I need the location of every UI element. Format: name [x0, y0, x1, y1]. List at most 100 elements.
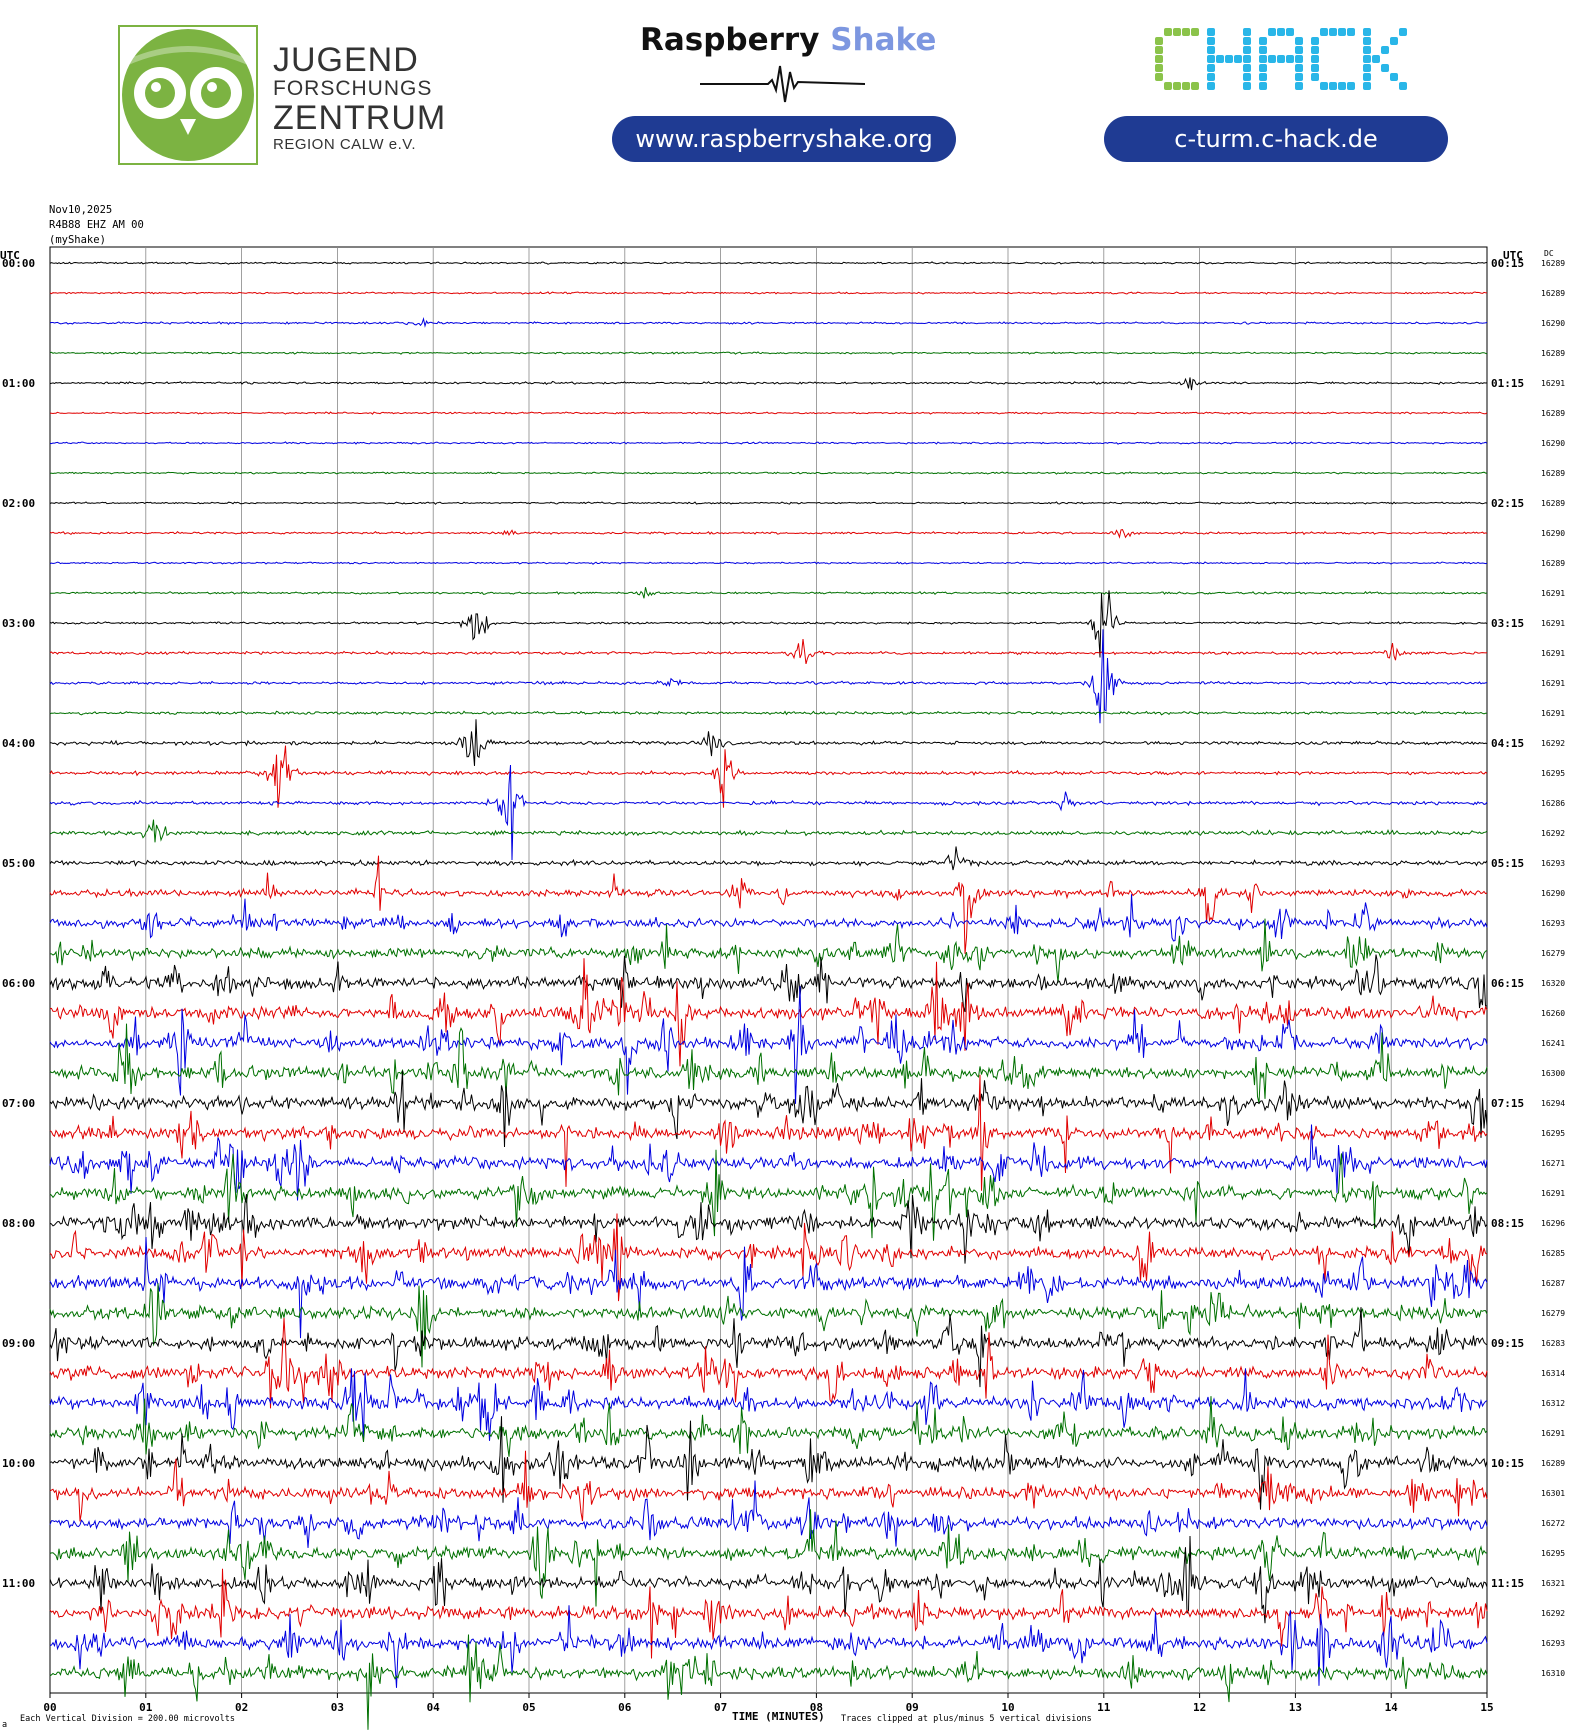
seismic-trace — [49, 710, 1488, 716]
seismic-trace — [49, 1416, 1488, 1510]
scale-note: Each Vertical Division = 200.00 microvol… — [20, 1714, 235, 1724]
hour-label-left: 08:00 — [2, 1217, 35, 1230]
chack-dot — [1329, 28, 1337, 36]
chack-dot — [1295, 46, 1303, 54]
seismic-trace — [49, 985, 1488, 1104]
chack-dot — [1243, 55, 1251, 63]
hour-label-left: 02:00 — [2, 497, 35, 510]
chack-dot — [1207, 46, 1215, 54]
chack-dot — [1164, 28, 1172, 36]
x-tick-label: 02 — [235, 1701, 248, 1714]
dc-offset-value: 16285 — [1541, 1249, 1565, 1258]
hour-labels-right: 00:15 01:15 02:15 03:15 04:15 05:15 06:15 07:15… — [1491, 257, 1524, 1590]
chack-dot — [1363, 73, 1371, 81]
hour-label-right: 08:15 — [1491, 1217, 1524, 1230]
chack-dot — [1259, 82, 1267, 90]
dc-offset-value: 16291 — [1541, 1189, 1565, 1198]
chack-dot — [1390, 37, 1398, 45]
seismic-trace — [49, 411, 1488, 415]
jfz-line-1: JUGEND — [273, 41, 419, 79]
seismic-trace — [49, 261, 1488, 265]
dc-offset-value: 16290 — [1541, 319, 1565, 328]
seismic-trace — [49, 1194, 1488, 1264]
chack-dot — [1338, 28, 1346, 36]
dc-offset-value: 16271 — [1541, 1159, 1565, 1168]
chack-dot — [1207, 37, 1215, 45]
dc-offset-value: 16290 — [1541, 889, 1565, 898]
dc-offset-value: 16260 — [1541, 1009, 1565, 1018]
seismic-trace — [49, 1236, 1488, 1339]
x-tick-label: 03 — [331, 1701, 344, 1714]
chack-dot — [1243, 37, 1251, 45]
seismic-trace — [49, 377, 1488, 391]
x-tick-label: 12 — [1193, 1701, 1206, 1714]
seismic-trace — [49, 1023, 1488, 1104]
hour-label-right: 06:15 — [1491, 977, 1524, 990]
seismic-trace — [49, 1480, 1488, 1548]
raspberryshake-url-link[interactable]: www.raspberryshake.org — [612, 116, 956, 162]
x-tick-label: 14 — [1385, 1701, 1399, 1714]
seismic-trace — [49, 764, 1488, 861]
chack-dot — [1216, 55, 1224, 63]
x-tick-label: 15 — [1480, 1701, 1493, 1714]
dc-offset-value: 16314 — [1541, 1369, 1565, 1378]
seismic-trace — [49, 351, 1488, 355]
hour-labels-left: 00:00 01:00 02:00 03:00 04:00 05:00 06:00 07:00… — [2, 257, 35, 1590]
chack-dot — [1207, 28, 1215, 36]
dc-offset-value: 16289 — [1541, 289, 1565, 298]
chack-dot — [1363, 46, 1371, 54]
chack-dot — [1259, 55, 1267, 63]
dc-offset-value: 16289 — [1541, 349, 1565, 358]
chack-dot — [1390, 73, 1398, 81]
dc-offset-value: 16321 — [1541, 1579, 1565, 1588]
jfz-line-2: FORSCHUNGS — [273, 77, 433, 100]
hour-label-right: 04:15 — [1491, 737, 1524, 750]
chack-dot — [1372, 55, 1380, 63]
seismic-trace — [49, 1368, 1488, 1441]
seismic-trace — [49, 317, 1488, 328]
chack-dot — [1207, 82, 1215, 90]
chack-dot — [1363, 37, 1371, 45]
chack-dot — [1155, 37, 1163, 45]
dc-offset-value: 16295 — [1541, 1549, 1565, 1558]
dc-offset-labels: 16289 16289 16290 16289 16291 16289 16290 16289… — [1541, 259, 1565, 1678]
x-tick-label: 10 — [1001, 1701, 1014, 1714]
hour-label-right: 02:15 — [1491, 497, 1524, 510]
chack-dot — [1155, 64, 1163, 72]
chart-date: Nov10,2025 — [49, 204, 112, 216]
seismic-trace — [49, 1317, 1488, 1409]
owl-logo-icon — [118, 25, 258, 165]
chack-url-link[interactable]: c-turm.c-hack.de — [1104, 116, 1448, 162]
hour-label-left: 06:00 — [2, 977, 35, 990]
hour-label-left: 09:00 — [2, 1337, 35, 1350]
dc-offset-value: 16289 — [1541, 409, 1565, 418]
seismic-trace — [49, 639, 1488, 665]
chack-dot — [1295, 73, 1303, 81]
dc-offset-value: 16320 — [1541, 979, 1565, 988]
seismic-trace — [49, 894, 1488, 942]
plot-frame — [49, 246, 1488, 1694]
dc-offset-value: 16296 — [1541, 1219, 1565, 1228]
chack-dot — [1286, 28, 1294, 36]
dc-offset-value: 16295 — [1541, 769, 1565, 778]
chack-dot — [1311, 55, 1319, 63]
dc-offset-value: 16292 — [1541, 1609, 1565, 1618]
seismic-trace — [49, 561, 1488, 565]
chack-dot — [1381, 64, 1389, 72]
dc-offset-value: 16241 — [1541, 1039, 1565, 1048]
hour-label-right: 07:15 — [1491, 1097, 1524, 1110]
seismic-trace — [49, 719, 1488, 766]
hour-label-right: 01:15 — [1491, 377, 1524, 390]
chack-dot — [1311, 37, 1319, 45]
seismic-wave-icon — [700, 65, 865, 103]
hour-label-right: 11:15 — [1491, 1577, 1524, 1590]
seismic-trace — [49, 501, 1488, 505]
dc-label: DC — [1544, 249, 1554, 258]
dc-offset-value: 16287 — [1541, 1279, 1565, 1288]
hour-label-left: 03:00 — [2, 617, 35, 630]
chack-dot — [1311, 46, 1319, 54]
seismic-trace — [49, 1568, 1488, 1659]
chack-dot — [1363, 82, 1371, 90]
corner-mark: a — [2, 1720, 7, 1730]
